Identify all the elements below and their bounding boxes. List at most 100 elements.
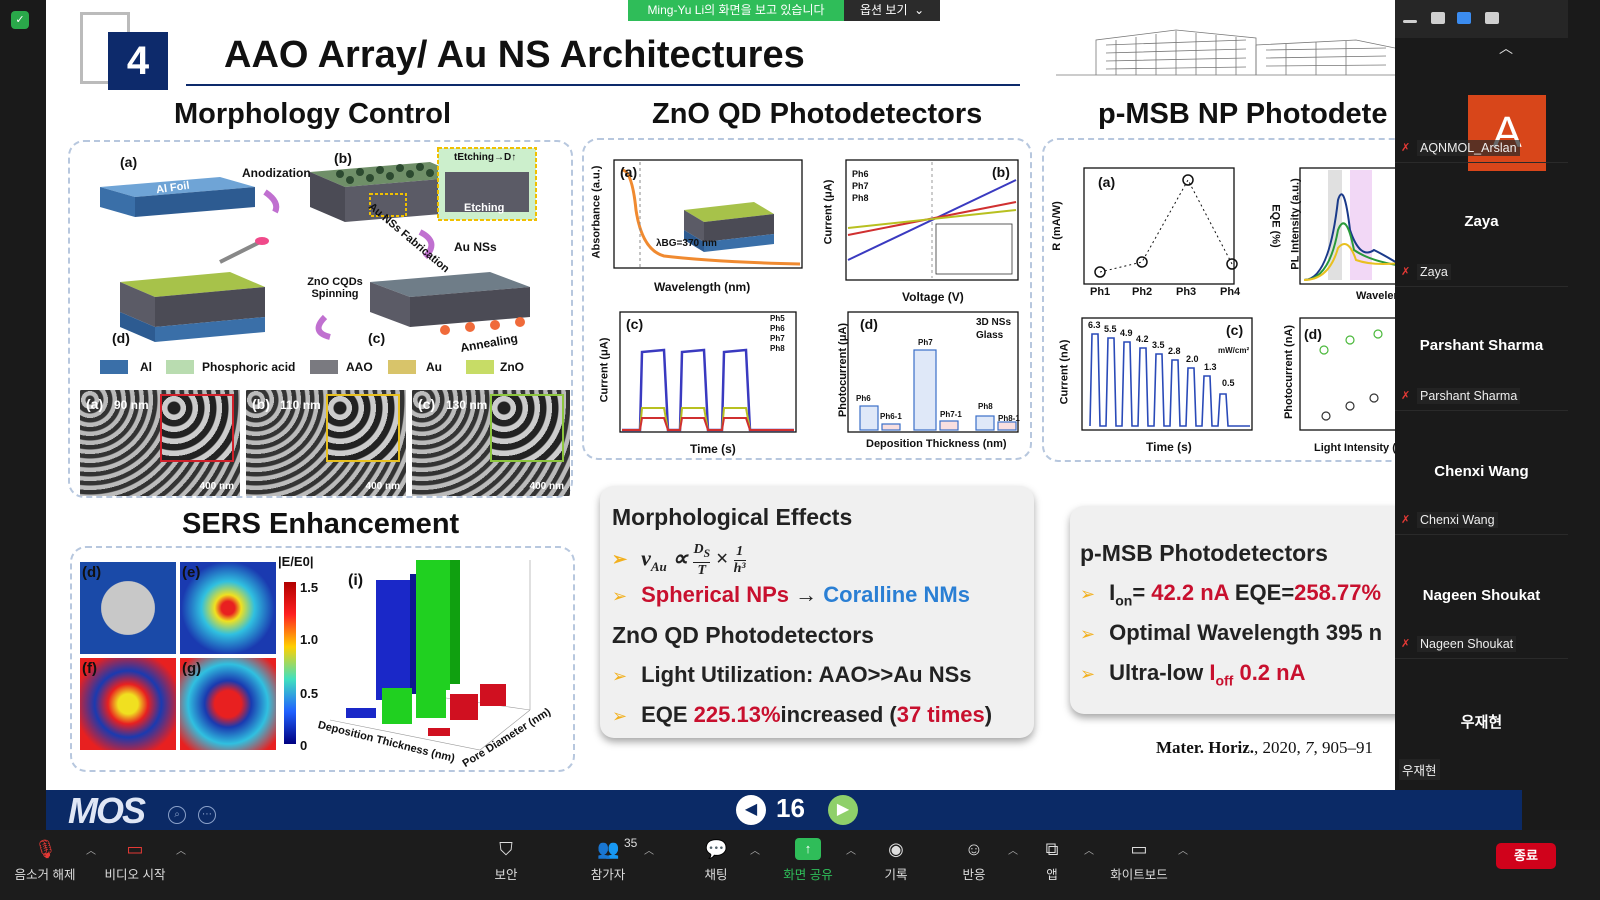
participant-gallery: ︿ A ✗ AQNMOL_Arslan Zaya ✗ Zaya Parshant… [1395,0,1568,786]
legend-au: Au [426,360,442,374]
prev-slide-button[interactable]: ◀ [736,795,766,825]
sers-3d-bar-chart [330,560,531,751]
video-options-chevron[interactable]: ︿ [176,846,186,857]
speaker-view-icon[interactable] [1431,12,1445,24]
share-screen-button[interactable]: ↑ 화면 공유 ︿ [776,830,856,900]
next-slide-button[interactable]: ▶ [828,795,858,825]
sem-a-size: 90 nm [114,398,149,412]
view-options-button[interactable]: 옵션 보기 ⌄ [844,0,940,21]
pmsb-a-tag: (a) [1098,174,1116,190]
zoom-slide-icon[interactable]: ⌕ [168,806,186,824]
pmsb-photo-axis: Photocurrent (nA) [1283,324,1296,420]
zno-depth-axis: Deposition Thickness (nm) [866,438,1007,450]
minimize-icon[interactable] [1403,20,1417,23]
whiteboard-options-chevron[interactable]: ︿ [1178,846,1188,857]
start-video-button[interactable]: ▭ 비디오 시작 ︿ [104,839,187,882]
slide-number: 4 [108,32,168,90]
sers-colorbar [284,582,296,744]
participants-button[interactable]: 👥 참가자 35 ︿ [590,836,654,882]
security-shield-icon[interactable]: ✓ [11,11,29,29]
gallery-controls [1395,0,1568,38]
share-options-chevron[interactable]: ︿ [846,846,856,857]
participant-tile[interactable]: Nageen Shoukat ✗ Nageen Shoukat [1395,534,1568,658]
participant-name: Chenxi Wang [1417,512,1498,528]
people-icon: 👥 [597,839,620,859]
chat-options-chevron[interactable]: ︿ [750,846,760,857]
apps-icon: ⧉ [1045,839,1059,859]
morph-label-a: (a) [120,154,138,170]
pmsb-pl-axis: PL Intensity (a.u.) [1289,178,1302,270]
collapse-up-icon[interactable]: ︿ [1499,40,1513,56]
security-button[interactable]: ⛉ 보안 [494,839,518,882]
section-pmsb: p-MSB NP Photodete [1098,98,1388,130]
sers-g-tag: (g) [182,660,202,677]
sers-map-d [80,562,176,654]
participant-tile[interactable]: A ✗ AQNMOL_Arslan [1395,38,1568,171]
participants-options-chevron[interactable]: ︿ [644,846,654,857]
box1-line-light: ➢ Light Utilization: AAO>>Au NSs [612,662,972,687]
participant-tile[interactable]: Parshant Sharma ✗ Parshant Sharma [1395,286,1568,410]
pmsb-panel: (a) (c) (d) R (mA/W) EQE (%) Ph1 Ph2 Ph3… [1042,138,1395,462]
gallery-view-icon[interactable] [1485,12,1499,24]
zno-time-axis: Time (s) [690,442,736,456]
box2-heading: p-MSB Photodetectors [1080,540,1328,566]
sem-a-scale: 400 nm [199,481,234,492]
sem-c-scale: 400 nm [529,481,564,492]
sem-image-a: (a) 90 nm 400 nm [80,390,240,496]
mos-logo: MOS [68,790,146,831]
sers-cb-tick-10: 1.0 [300,632,319,647]
left-rail: ✓ [0,0,46,830]
mic-options-chevron[interactable]: ︿ [86,846,96,857]
record-button[interactable]: ◉ 기록 [884,839,908,882]
participant-display-name: Zaya [1464,213,1499,230]
bar-label-ph6: Ph6 [856,394,871,403]
pmsb-figures [1081,167,1395,431]
end-meeting-button[interactable]: 종료 [1496,843,1556,869]
box2-line-ioff: ➢ Ultra-low Ioff 0.2 nA [1080,660,1306,689]
pmsb-r-axis: R (mA/W) [1050,201,1063,251]
strip-view-icon[interactable] [1457,12,1471,24]
zno-panel: (a) (b) (c) (d) λBG=370 nm Wavelength (n… [582,138,1032,460]
morphology-panel: (a) (b) (d) (c) Al Foil Anodization Etch… [68,140,573,498]
participant-tile[interactable]: Zaya ✗ Zaya [1395,162,1568,286]
participant-name: AQNMOL_Arslan [1417,140,1520,156]
whiteboard-button[interactable]: ▭ 화이트보드 ︿ [1110,839,1188,882]
reactions-options-chevron[interactable]: ︿ [1008,846,1018,857]
meeting-toolbar: 🎙 음소거 해제 ︿ ▭ 비디오 시작 ︿ ⛉ 보안 👥 참가자 35 ︿ 💬 채팅 ︿ ↑ 화면… [0,830,1600,900]
unmute-button[interactable]: 🎙 음소거 해제 ︿ [14,839,97,882]
sers-f-tag: (f) [82,660,97,677]
sem-image-b: (b) 110 nm 400 nm [246,390,406,496]
sem-a-tag: (a) [86,396,104,412]
pmsb-ph3: Ph3 [1176,286,1197,298]
zno-wavelength-axis: Wavelength (nm) [654,280,751,294]
zno-current-axis-c: Current (μA) [598,337,611,403]
morphology-schematic [100,147,537,374]
sers-cb-tick-05: 0.5 [300,686,319,701]
apps-options-chevron[interactable]: ︿ [1084,846,1094,857]
section-morphology: Morphology Control [174,98,452,130]
apps-button[interactable]: ⧉ 앱 ︿ [1026,830,1094,900]
mic-muted-icon: ✗ [1401,638,1411,650]
pmsb-current-axis: Current (nA) [1058,339,1071,405]
pmsb-d-tag: (d) [1304,326,1322,342]
sem-image-c: (c) 130 nm 400 nm [412,390,570,496]
morph-label-b: (b) [334,150,352,166]
reference-citation: Mater. Horiz., 2020, 7, 905–91 [1156,738,1374,757]
screen-share-banner: Ming-Yu Li의 화면을 보고 있습니다 옵션 보기 ⌄ [628,0,940,21]
reactions-button[interactable]: ☺ 반응 ︿ [962,839,1018,882]
section-zno: ZnO QD Photodetectors [652,98,983,130]
pmsb-unit: mW/cm² [1218,346,1250,355]
slide-title: AAO Array/ Au NS Architectures [224,34,805,76]
pmsb-ph1: Ph1 [1090,286,1111,298]
sers-i-tag: (i) [348,572,364,589]
mic-muted-icon: ✗ [1401,266,1411,278]
avatar: A [1468,95,1546,171]
zno-c-tag: (c) [626,316,644,332]
record-icon: ◉ [888,839,904,859]
sers-cb-title: |E/E0| [278,554,314,569]
sers-e-tag: (e) [182,564,201,581]
more-slide-icon[interactable]: ⋯ [198,806,216,824]
participant-tile[interactable]: 우재현 우재현 [1395,658,1568,786]
chat-button[interactable]: 💬 채팅 ︿ [704,839,760,882]
participant-tile[interactable]: Chenxi Wang ✗ Chenxi Wang [1395,410,1568,534]
